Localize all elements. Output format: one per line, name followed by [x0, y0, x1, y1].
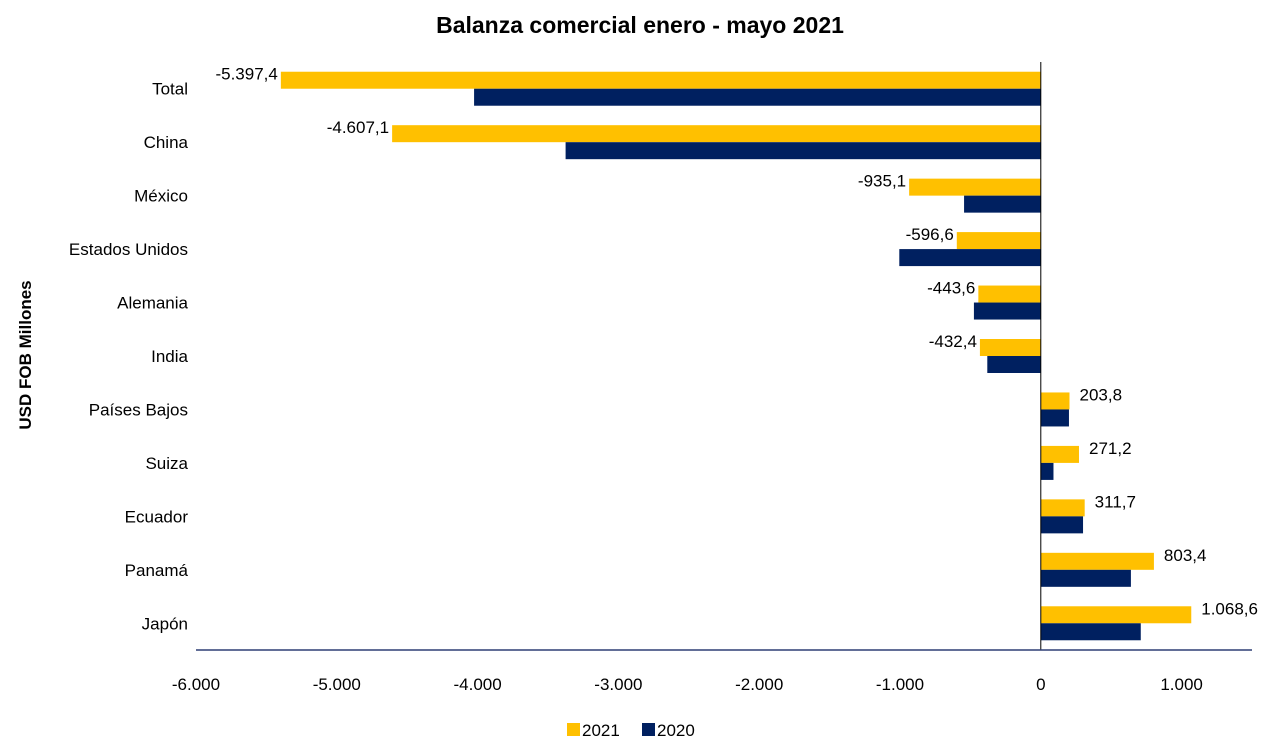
- category-label: Panamá: [125, 561, 189, 580]
- x-tick-label: -3.000: [594, 675, 642, 694]
- x-tick-label: -6.000: [172, 675, 220, 694]
- bar-2021: [979, 339, 1041, 356]
- x-tick-label: 0: [1036, 675, 1045, 694]
- data-label: -596,6: [906, 225, 954, 244]
- category-label: Total: [152, 80, 188, 99]
- bar-2021: [1040, 392, 1070, 410]
- data-label: 803,4: [1164, 546, 1207, 565]
- category-label: Estados Unidos: [69, 240, 188, 259]
- category-label: Japón: [142, 614, 188, 633]
- data-label: -5.397,4: [215, 65, 277, 84]
- bar-2020: [1040, 516, 1084, 534]
- x-tick-label: -2.000: [735, 675, 783, 694]
- legend-swatch-2021: [567, 723, 580, 736]
- bar-2021: [909, 178, 1041, 196]
- bars-layer: [280, 71, 1192, 641]
- data-label: -4.607,1: [327, 118, 389, 137]
- bar-2020: [1040, 409, 1069, 427]
- category-label: Suiza: [145, 454, 188, 473]
- category-label: Alemania: [117, 294, 188, 313]
- category-label: India: [151, 347, 188, 366]
- category-label: China: [144, 133, 189, 152]
- bar-2021: [1040, 445, 1079, 463]
- x-tick-label: -5.000: [313, 675, 361, 694]
- bar-2020: [565, 142, 1041, 160]
- labels-layer: Total -5.397,4 China -4.607,1 México -935,1 Es…: [69, 65, 1258, 634]
- legend-swatch-2020: [642, 723, 655, 736]
- bar-2021: [978, 285, 1041, 303]
- bar-2021: [1040, 499, 1085, 517]
- data-label: 271,2: [1089, 439, 1132, 458]
- data-label: -432,4: [929, 332, 977, 351]
- x-tick-label: -4.000: [453, 675, 501, 694]
- chart-title: Balanza comercial enero - mayo 2021: [436, 12, 844, 38]
- bar-2021: [392, 125, 1041, 143]
- data-label: 311,7: [1095, 492, 1136, 511]
- x-tick-label: 1.000: [1160, 675, 1203, 694]
- bar-2021: [1040, 606, 1192, 624]
- legend-label-2021: 2021: [582, 721, 620, 740]
- bar-2020: [964, 195, 1041, 213]
- bar-2021: [280, 71, 1041, 89]
- bar-2020: [1040, 623, 1141, 641]
- bar-2020: [899, 249, 1041, 267]
- legend-label-2020: 2020: [657, 721, 695, 740]
- axes-layer: -6.000 -5.000 -4.000 -3.000 -2.000 -1.000 0 1.0…: [172, 62, 1252, 694]
- x-tick-label: -1.000: [876, 675, 924, 694]
- bar-2020: [1040, 569, 1131, 587]
- bar-2021: [1040, 552, 1154, 570]
- category-label: México: [134, 187, 188, 206]
- bar-2020: [474, 88, 1041, 106]
- category-label: Países Bajos: [89, 400, 188, 419]
- data-label: -443,6: [927, 279, 975, 298]
- bar-2021: [956, 232, 1041, 250]
- category-label: Ecuador: [125, 507, 189, 526]
- data-label: 203,8: [1079, 385, 1122, 404]
- legend: 2021 2020: [567, 721, 695, 740]
- data-label: -935,1: [858, 172, 906, 191]
- bar-2020: [987, 356, 1041, 373]
- bar-2020: [1040, 462, 1054, 480]
- y-axis-label: USD FOB Millones: [16, 280, 35, 429]
- data-label: 1.068,6: [1201, 599, 1258, 618]
- bar-2020: [973, 302, 1041, 320]
